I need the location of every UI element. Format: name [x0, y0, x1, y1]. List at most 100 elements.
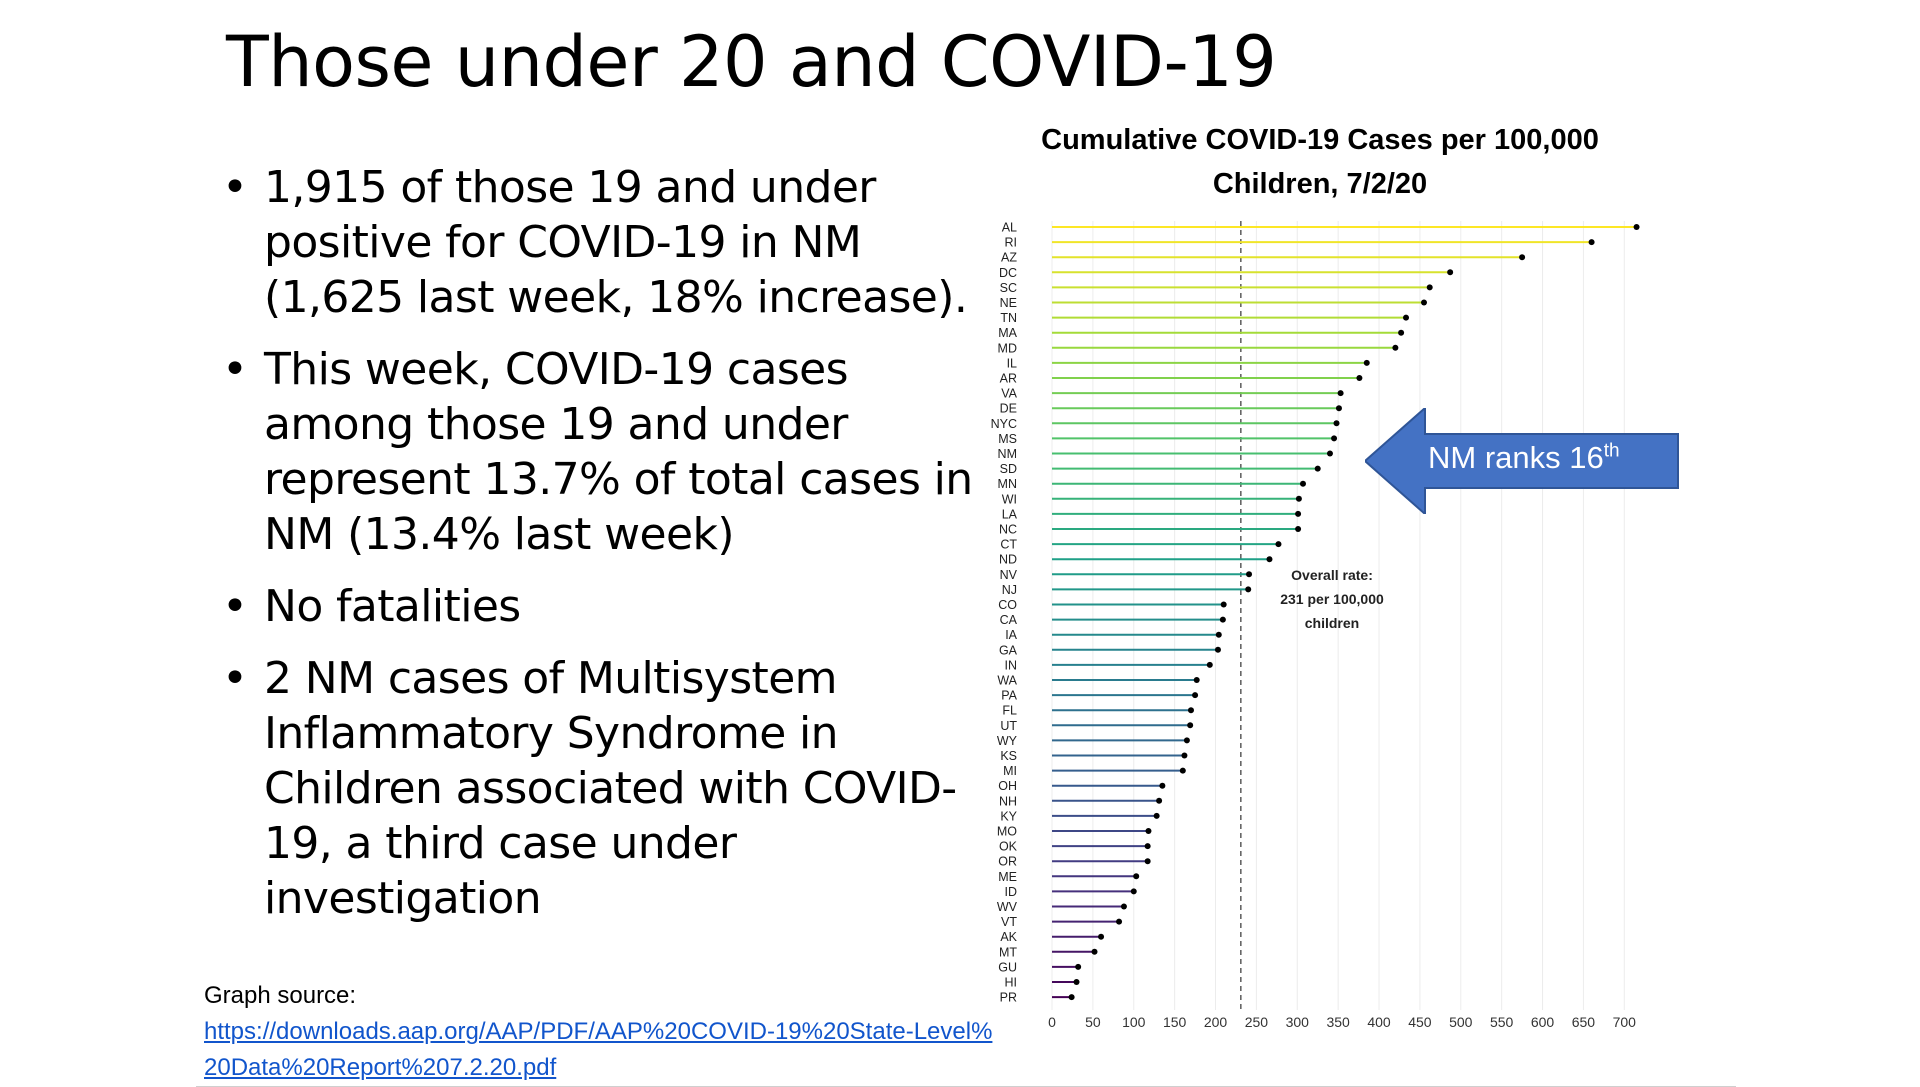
bullet-text: 2 NM cases of Multisystem Inflammatory S…	[264, 653, 957, 924]
state-label: CA	[1000, 613, 1018, 627]
state-label: DC	[999, 266, 1017, 280]
x-tick-label: 150	[1163, 1014, 1187, 1030]
x-tick-label: 250	[1245, 1014, 1269, 1030]
bullet-marker: •	[222, 581, 248, 632]
lollipop-dot	[1403, 314, 1410, 321]
lollipop-dot	[1073, 979, 1080, 985]
lollipop-dot	[1333, 420, 1340, 427]
lollipop-dot	[1075, 963, 1082, 970]
lollipop-dot	[1120, 903, 1127, 910]
lollipop-dot	[1159, 782, 1166, 789]
lollipop-dot	[1335, 405, 1342, 412]
lollipop-dot	[1295, 526, 1302, 532]
lollipop-dot	[1091, 948, 1098, 955]
reference-line-label: children	[1305, 615, 1359, 631]
bullet-item: • This week, COVID-19 cases among those 1…	[222, 342, 982, 562]
lollipop-dot	[1144, 858, 1151, 865]
state-label: ME	[998, 870, 1017, 884]
state-label: MD	[998, 341, 1017, 355]
lollipop-dot	[1295, 510, 1302, 517]
x-tick-label: 700	[1613, 1014, 1637, 1030]
state-label: VA	[1001, 387, 1017, 401]
bullet-text: No fatalities	[264, 581, 521, 632]
lollipop-dot	[1398, 329, 1405, 336]
state-label: WI	[1002, 492, 1017, 506]
lollipop-dot	[1156, 797, 1163, 804]
state-label: NM	[998, 447, 1017, 461]
bullet-text: This week, COVID-19 cases among those 19…	[264, 344, 973, 560]
lollipop-dot	[1098, 933, 1105, 940]
lollipop-dot	[1356, 375, 1363, 381]
lollipop-dot	[1519, 254, 1526, 261]
state-label: ID	[1005, 885, 1018, 899]
state-label: MI	[1003, 764, 1017, 778]
state-label: NC	[999, 523, 1017, 537]
graph-source-link[interactable]: https://downloads.aap.org/AAP/PDF/AAP%20…	[204, 1018, 993, 1081]
callout-label: NM ranks 16th	[1428, 436, 1620, 480]
lollipop-dot	[1326, 450, 1333, 457]
state-label: MT	[999, 945, 1017, 959]
x-tick-label: 450	[1408, 1014, 1432, 1030]
state-label: AK	[1000, 930, 1017, 944]
state-label: OH	[998, 779, 1017, 793]
lollipop-dot	[1588, 239, 1595, 246]
x-tick-label: 500	[1449, 1014, 1473, 1030]
state-label: AR	[1000, 372, 1017, 386]
chart-title: Cumulative COVID-19 Cases per 100,000 Ch…	[1041, 124, 1599, 200]
state-label: NYC	[991, 417, 1017, 431]
state-label: HI	[1005, 976, 1018, 990]
lollipop-dot	[1187, 707, 1194, 714]
state-label: AZ	[1001, 251, 1017, 265]
state-label: SC	[1000, 281, 1017, 295]
callout-arrow-shape	[1365, 408, 1679, 514]
lollipop-dot	[1331, 435, 1338, 442]
callout-superscript: th	[1603, 440, 1620, 462]
state-label: MA	[998, 326, 1017, 340]
lollipop-dot	[1181, 752, 1188, 759]
lollipop-dot	[1206, 661, 1213, 668]
state-label: AL	[1002, 221, 1017, 235]
graph-source-caption: Graph source:	[204, 982, 357, 1009]
state-label: NV	[1000, 568, 1018, 582]
lollipop-dot	[1220, 601, 1227, 608]
state-label: CT	[1000, 538, 1017, 552]
state-label: MN	[998, 477, 1017, 491]
state-label: FL	[1002, 704, 1017, 718]
x-tick-label: 350	[1326, 1014, 1350, 1030]
lollipop-dot	[1144, 843, 1151, 850]
state-label: RI	[1005, 236, 1018, 250]
state-label: IL	[1007, 356, 1017, 370]
lollipop-dot	[1215, 631, 1222, 638]
state-label: GU	[998, 960, 1017, 974]
bullet-text: 1,915 of those 19 and under positive for…	[264, 162, 968, 323]
state-label: KY	[1000, 809, 1017, 823]
bullet-marker: •	[222, 653, 248, 704]
lollipop-dot	[1219, 616, 1226, 623]
state-label: IN	[1005, 658, 1018, 672]
state-label: PA	[1001, 689, 1017, 703]
state-label: LA	[1002, 507, 1018, 521]
x-tick-label: 650	[1572, 1014, 1596, 1030]
state-label: CO	[998, 598, 1017, 612]
lollipop-dot	[1145, 828, 1152, 834]
state-label: MS	[998, 432, 1017, 446]
x-tick-label: 400	[1367, 1014, 1391, 1030]
bullet-item: • 1,915 of those 19 and under positive fo…	[222, 160, 982, 325]
state-label: OR	[998, 855, 1017, 869]
state-label: VT	[1001, 915, 1017, 929]
callout-text: NM ranks 16	[1428, 440, 1604, 475]
lollipop-dot	[1068, 994, 1075, 1001]
reference-line-label: Overall rate:	[1291, 567, 1373, 583]
lollipop-dot	[1179, 767, 1186, 774]
state-label: ND	[999, 553, 1017, 567]
lollipop-dot	[1214, 646, 1221, 653]
x-tick-label: 550	[1490, 1014, 1514, 1030]
lollipop-dot	[1295, 495, 1302, 502]
lollipop-dot	[1192, 692, 1199, 699]
state-label: TN	[1000, 311, 1017, 325]
state-label: NE	[1000, 296, 1017, 310]
lollipop-dot	[1266, 556, 1273, 563]
callout-arrow	[1365, 408, 1679, 514]
lollipop-dot	[1314, 465, 1321, 472]
lollipop-chart: 0 50 100 150 200 250 300 350 400 450 500 550 600 650 7…	[991, 221, 1640, 1030]
